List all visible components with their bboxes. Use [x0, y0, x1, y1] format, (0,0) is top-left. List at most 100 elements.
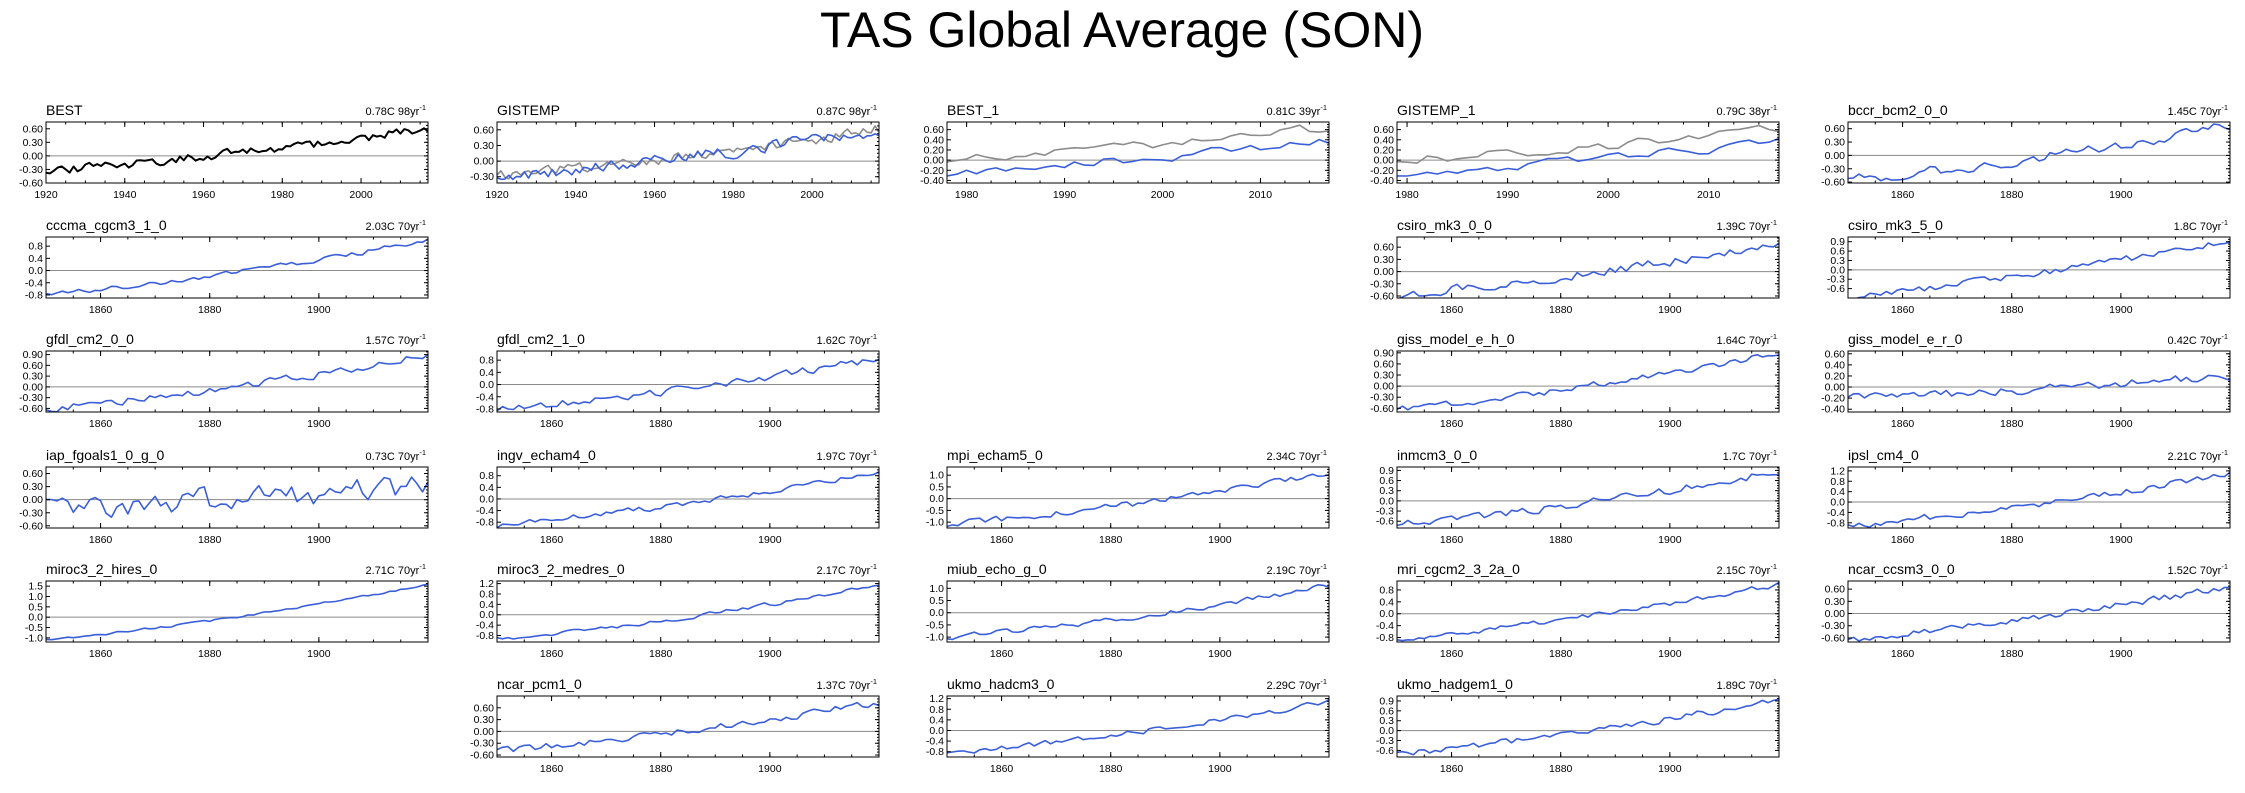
y-tick-label: -0.30: [1821, 163, 1845, 175]
y-tick-label: -0.8: [476, 630, 494, 642]
y-tick-label: 0.30: [1374, 370, 1395, 382]
x-tick-label: 1860: [1440, 418, 1464, 430]
x-tick-label: 1860: [990, 763, 1014, 775]
trend-label: 1.64C 70yr-1: [1717, 332, 1777, 347]
panel-title: GISTEMP_1: [1397, 102, 1476, 118]
y-tick-label: 1.0: [28, 591, 43, 603]
series-line: [1848, 123, 2230, 182]
plot-frame: [496, 580, 880, 643]
y-tick-label: 0.9: [1830, 236, 1845, 248]
trend-exponent: -1: [1770, 332, 1777, 341]
x-tick-label: 1900: [2109, 648, 2133, 660]
x-tick-label: 1980: [722, 189, 746, 201]
y-tick-label: -0.4: [476, 505, 494, 517]
x-tick-label: 1900: [307, 304, 331, 316]
trend-value: 1.57C 70yr: [366, 335, 420, 347]
series-line: [46, 476, 428, 518]
x-tick-label: 1880: [198, 304, 222, 316]
y-tick-label: -0.30: [1370, 278, 1394, 290]
y-tick-label: -0.30: [19, 507, 43, 519]
y-tick-label: 0.0: [1379, 495, 1394, 507]
series-line: [947, 473, 1329, 528]
x-tick-label: 2000: [1151, 189, 1175, 201]
panel-gistemp-1: GISTEMP_1 0.79C 38yr-1-0.40-0.200.000.200…: [1370, 102, 1780, 201]
panel-title: ncar_ccsm3_0_0: [1848, 561, 1955, 577]
x-tick-label: 1900: [758, 648, 782, 660]
plot-frame: [45, 466, 429, 529]
panel-csiro-mk3-5-0: csiro_mk3_5_0 1.8C 70yr-1-0.6-0.30.00.30.…: [1827, 217, 2231, 316]
trend-exponent: -1: [2221, 332, 2228, 341]
panel-title: ipsl_cm4_0: [1848, 447, 1919, 463]
x-tick-label: 1860: [540, 418, 564, 430]
panel-title: inmcm3_0_0: [1397, 447, 1477, 463]
series-line: [46, 353, 428, 412]
trend-exponent: -1: [870, 103, 877, 112]
x-tick-label: 1900: [307, 534, 331, 546]
series-line: [1848, 241, 2230, 298]
trend-label: 2.17C 70yr-1: [817, 562, 877, 577]
panel-ukmo-hadcm3-0: ukmo_hadcm3_0 2.29C 70yr-1 -0.8-0.40.00.40…: [926, 676, 1330, 775]
x-tick-label: 1880: [2000, 648, 2024, 660]
trend-value: 1.52C 70yr: [2168, 565, 2222, 577]
x-tick-label: 1880: [649, 763, 673, 775]
y-tick-label: -0.60: [19, 178, 43, 190]
y-tick-label: 0.0: [1379, 608, 1394, 620]
series-line: [46, 583, 428, 641]
y-tick-label: 1.2: [479, 578, 494, 590]
trend-exponent: -1: [2221, 562, 2228, 571]
x-tick-label: 1920: [485, 189, 509, 201]
y-tick-label: 0.8: [479, 588, 494, 600]
panel-gfdl-cm2-0-0: gfdl_cm2_0_0 1.57C 70yr-1-0.60-0.300.000.…: [19, 331, 429, 430]
trend-exponent: -1: [870, 677, 877, 686]
x-tick-label: 1990: [1496, 189, 1520, 201]
x-tick-label: 1880: [1099, 648, 1123, 660]
series-line: [497, 133, 879, 181]
plot-frame: [1396, 350, 1780, 413]
plot-frame: [1847, 350, 2231, 413]
y-tick-label: 0.40: [1825, 359, 1846, 371]
panel-inmcm3-0-0: inmcm3_0_0 1.7C 70yr-1 -0.6-0.30.00.30.60.…: [1376, 447, 1780, 546]
y-tick-label: 0.90: [23, 349, 44, 361]
series-line: [1397, 698, 1779, 756]
trend-label: 1.97C 70yr-1: [817, 448, 877, 463]
y-tick-label: 0.90: [1374, 347, 1395, 359]
x-tick-label: 1880: [2000, 189, 2024, 201]
y-tick-label: -0.4: [1827, 507, 1845, 519]
y-tick-label: -0.20: [1821, 393, 1845, 405]
x-tick-label: 1860: [89, 418, 113, 430]
x-tick-label: 1940: [564, 189, 588, 201]
y-tick-label: -0.60: [19, 403, 43, 415]
y-tick-label: 0.60: [1374, 242, 1395, 254]
y-tick-label: 0.00: [23, 150, 44, 162]
trend-value: 1.39C 70yr: [1717, 221, 1771, 233]
trend-label: 1.39C 70yr-1: [1717, 218, 1777, 233]
y-tick-label: 0.00: [1374, 381, 1395, 393]
y-tick-label: 0.30: [1825, 596, 1846, 608]
trend-label: 1.57C 70yr-1: [366, 332, 426, 347]
x-tick-label: 2000: [349, 189, 373, 201]
panel-giss-model-e-h-0: giss_model_e_h_0 1.64C 70yr-1-0.60-0.300.…: [1370, 331, 1780, 430]
panel-title: ingv_echam4_0: [497, 447, 596, 463]
trend-value: 2.21C 70yr: [2168, 451, 2222, 463]
y-tick-label: 0.3: [1379, 485, 1394, 497]
y-tick-label: -0.8: [25, 289, 43, 301]
y-tick-label: 0.8: [929, 704, 944, 716]
x-tick-label: 1900: [1658, 418, 1682, 430]
y-tick-label: 0.0: [479, 493, 494, 505]
trend-label: 0.81C 39yr-1: [1267, 103, 1327, 118]
x-tick-label: 1900: [2109, 418, 2133, 430]
series-line: [1397, 473, 1779, 527]
y-tick-label: -0.4: [25, 277, 43, 289]
trend-exponent: -1: [419, 562, 426, 571]
trend-label: 1.89C 70yr-1: [1717, 677, 1777, 692]
y-tick-label: -0.20: [920, 165, 944, 177]
panel-best-1: BEST_1 0.81C 39yr-1 -0.40-0.200.000.200.40…: [920, 102, 1330, 201]
x-tick-label: 1900: [1208, 534, 1232, 546]
panel-ukmo-hadgem1-0: ukmo_hadgem1_0 1.89C 70yr-1 -0.6-0.30.00.3…: [1376, 676, 1780, 775]
y-tick-label: 0.4: [479, 599, 494, 611]
x-tick-label: 1900: [2109, 534, 2133, 546]
y-tick-label: -1.0: [25, 632, 43, 644]
trend-value: 0.87C 98yr: [817, 106, 871, 118]
trend-label: 1.8C 70yr-1: [2174, 218, 2228, 233]
trend-value: 1.62C 70yr: [817, 335, 871, 347]
